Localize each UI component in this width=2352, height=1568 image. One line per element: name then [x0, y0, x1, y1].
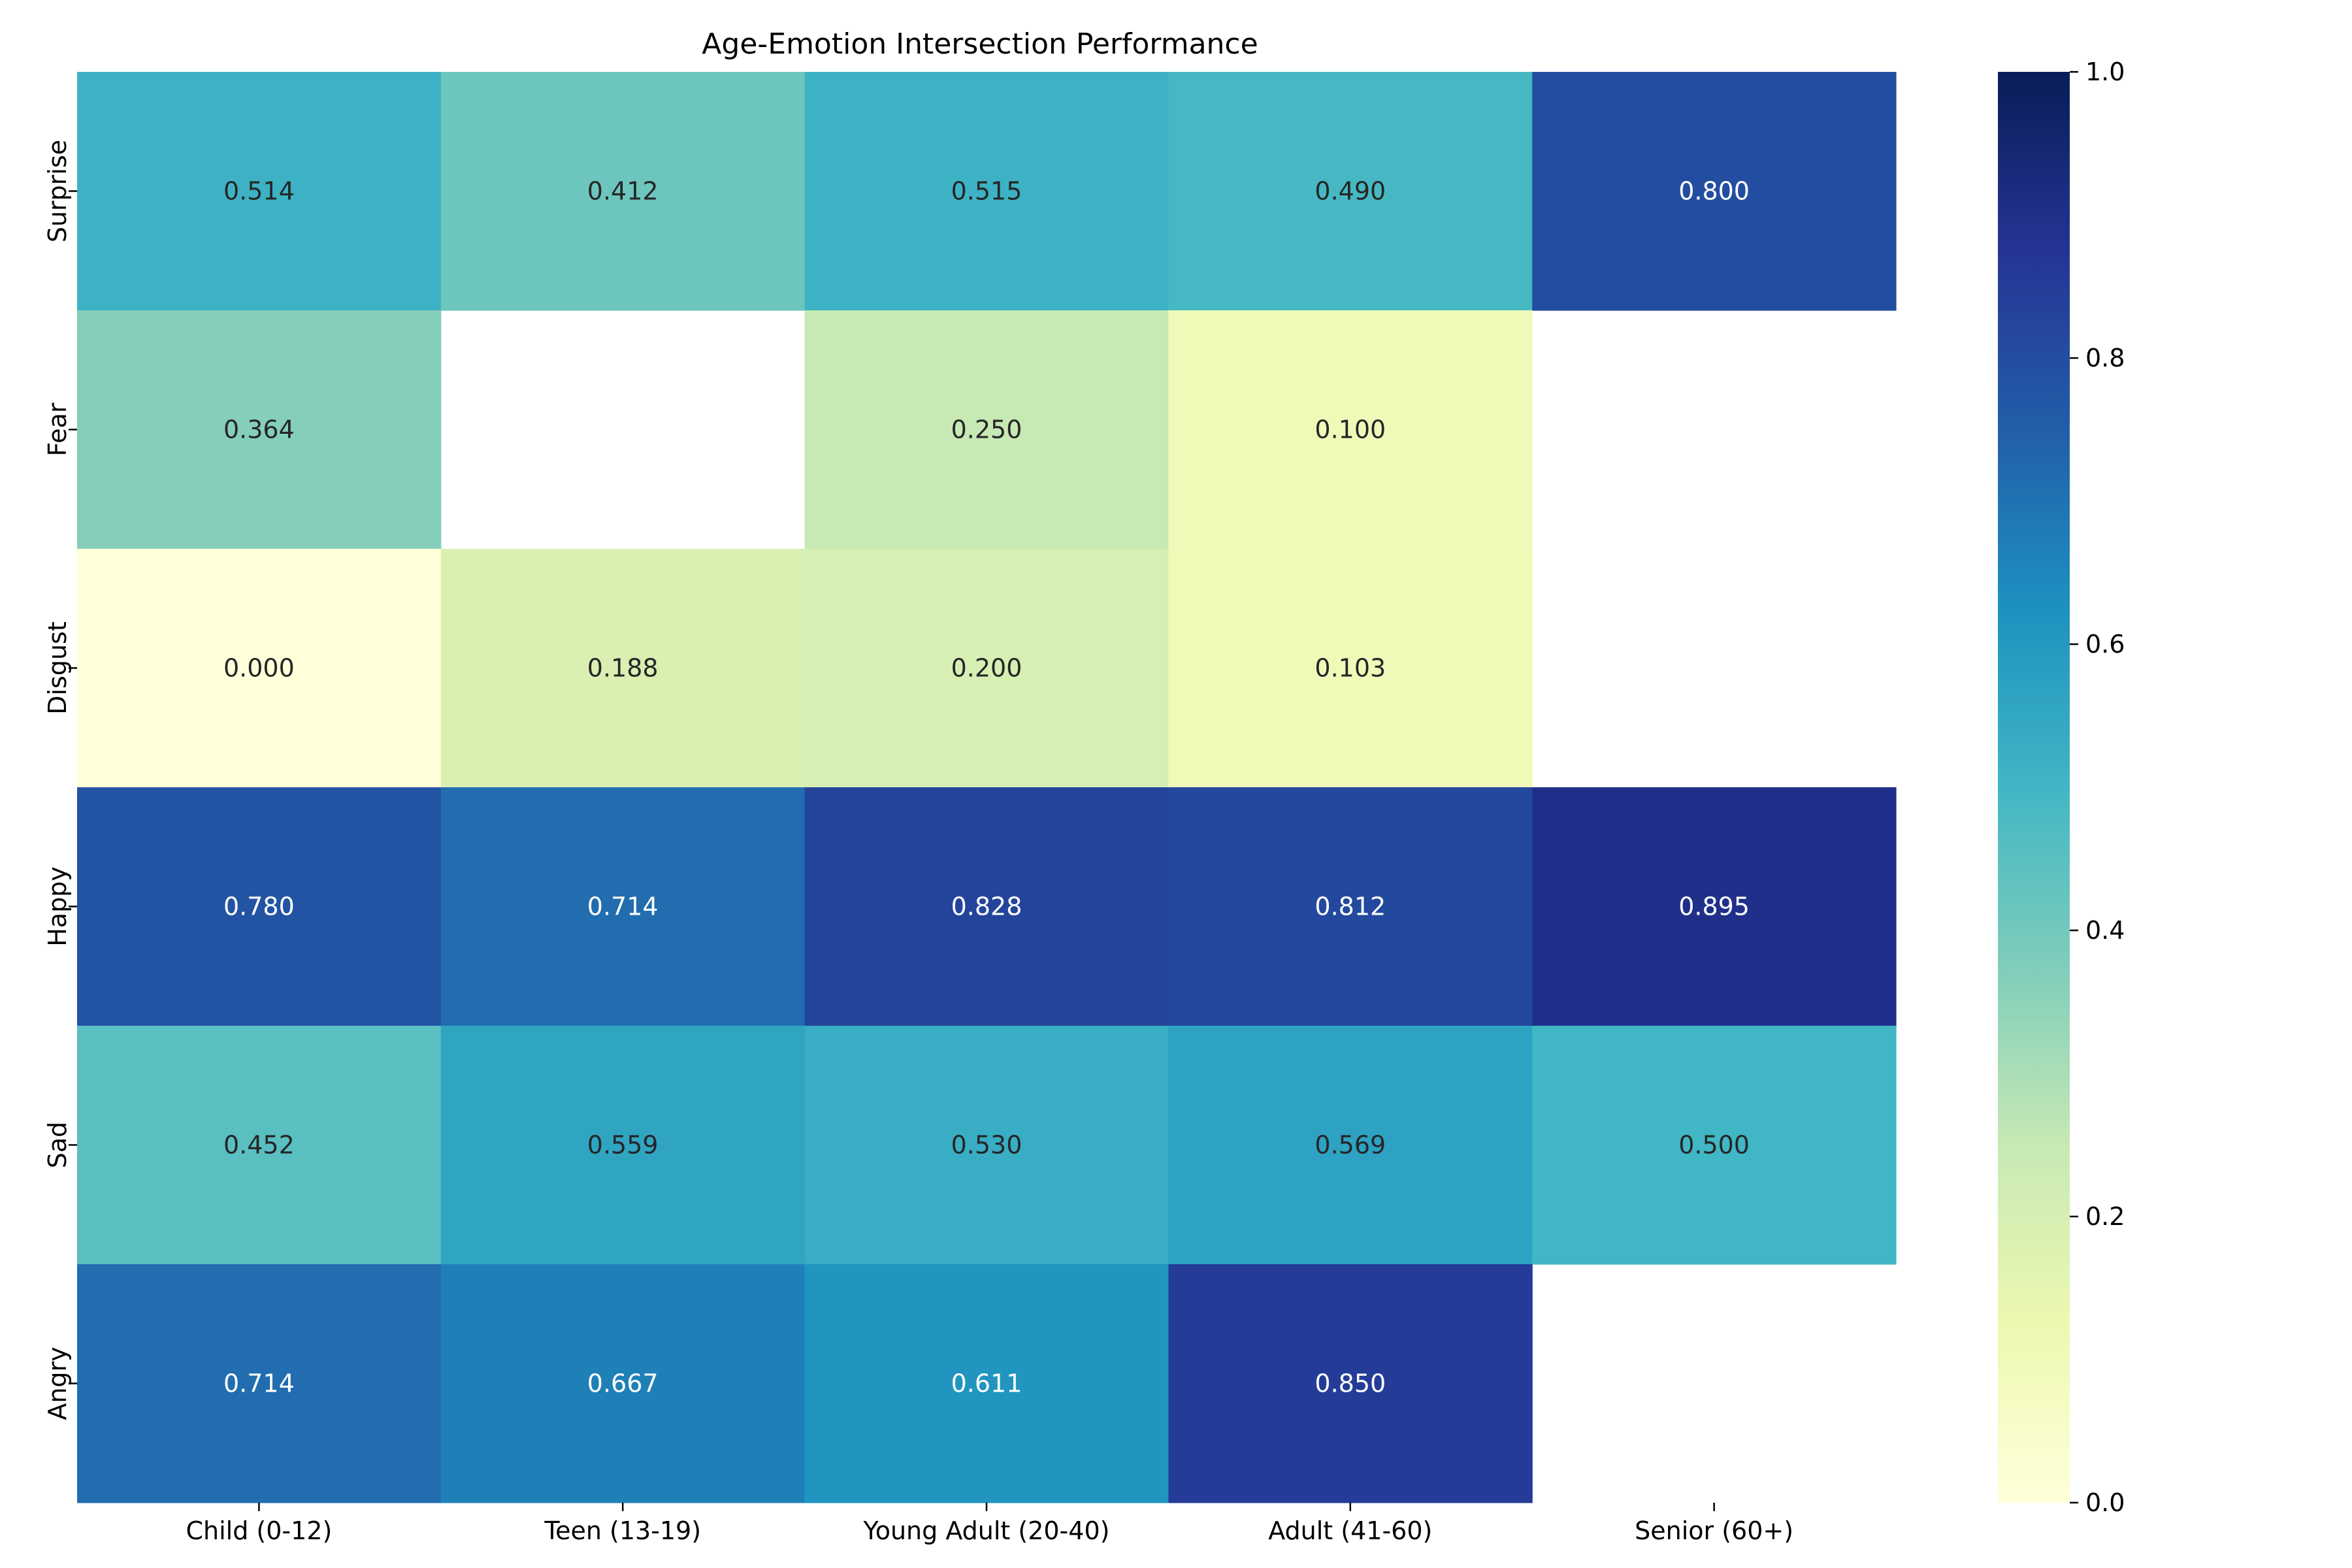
heatmap-cell-3-3	[1168, 787, 1533, 1026]
y-tick-label-2: Disgust	[43, 621, 72, 715]
heatmap-cell-3-1	[440, 787, 806, 1026]
heatmap-cell-2-2	[804, 549, 1169, 788]
colorbar-tick-label-4: 0.8	[2085, 344, 2125, 372]
cell-label-1-2: 0.250	[951, 416, 1022, 444]
x-tick-label-3: Adult (41-60)	[1268, 1516, 1432, 1545]
heatmap-cell-4-0	[77, 1026, 442, 1265]
x-tick-label-0: Child (0-12)	[186, 1516, 332, 1545]
x-tick-label-1: Teen (13-19)	[544, 1516, 701, 1545]
heatmap-cell-0-1	[440, 72, 806, 311]
x-tick-label-2: Young Adult (20-40)	[863, 1516, 1110, 1545]
cell-label-3-4: 0.895	[1678, 892, 1750, 921]
cell-label-3-1: 0.714	[587, 892, 659, 921]
cell-label-5-0: 0.714	[223, 1369, 295, 1398]
colorbar-tick-label-2: 0.4	[2085, 916, 2125, 945]
cell-label-4-0: 0.452	[223, 1131, 295, 1160]
heatmap-cell-3-4	[1532, 787, 1897, 1026]
cell-label-1-0: 0.364	[223, 416, 295, 444]
cell-label-5-3: 0.850	[1315, 1369, 1386, 1398]
colorbar: 0.0 0.2 0.4 0.6 0.8 1.0	[1998, 57, 2125, 1517]
cell-label-1-3: 0.100	[1315, 416, 1386, 444]
cell-label-0-3: 0.490	[1315, 177, 1386, 206]
cell-label-3-0: 0.780	[223, 892, 295, 921]
heatmap-cell-2-3	[1168, 549, 1533, 788]
x-tick-label-4: Senior (60+)	[1635, 1516, 1793, 1545]
cell-label-3-2: 0.828	[951, 892, 1022, 921]
cell-label-3-3: 0.812	[1315, 892, 1386, 921]
heatmap-cell-4-2	[804, 1026, 1169, 1265]
y-tick-label-3: Happy	[43, 866, 72, 947]
y-tick-label-4: Sad	[43, 1122, 72, 1169]
cell-label-4-2: 0.530	[951, 1131, 1022, 1160]
heatmap-cell-0-4	[1532, 72, 1897, 311]
heatmap-cells: 0.514 0.412 0.515 0.490 0.800 0.364 0.250 0.100…	[77, 72, 1897, 1503]
heatmap-cell-5-3	[1168, 1264, 1533, 1503]
cell-label-0-0: 0.514	[223, 177, 295, 206]
heatmap-cell-5-0	[77, 1264, 442, 1503]
heatmap-cell-1-3	[1168, 310, 1533, 549]
heatmap-cell-1-2	[804, 310, 1169, 549]
y-axis: Surprise Fear Disgust Happy Sad Angry	[43, 140, 77, 1420]
heatmap-cell-5-2	[804, 1264, 1169, 1503]
heatmap-cell-3-2	[804, 787, 1169, 1026]
cell-label-4-3: 0.569	[1315, 1131, 1386, 1160]
colorbar-tick-label-1: 0.2	[2085, 1202, 2125, 1231]
colorbar-tick-label-3: 0.6	[2085, 630, 2125, 659]
y-tick-label-0: Surprise	[43, 140, 72, 242]
cell-label-2-0: 0.000	[223, 654, 295, 683]
heatmap-cell-5-1	[440, 1264, 806, 1503]
cell-label-0-1: 0.412	[587, 177, 659, 206]
cell-label-2-1: 0.188	[587, 654, 659, 683]
cell-label-0-4: 0.800	[1678, 177, 1750, 206]
heatmap-cell-1-0	[77, 310, 442, 549]
colorbar-gradient	[1998, 72, 2070, 1503]
heatmap-cell-4-4	[1532, 1026, 1897, 1265]
heatmap-cell-4-3	[1168, 1026, 1533, 1265]
cell-label-4-1: 0.559	[587, 1131, 659, 1160]
cell-label-2-3: 0.103	[1315, 654, 1386, 683]
heatmap-cell-0-3	[1168, 72, 1533, 311]
x-axis: Child (0-12) Teen (13-19) Young Adult (20-…	[186, 1503, 1793, 1545]
colorbar-tick-label-0: 0.0	[2085, 1488, 2125, 1517]
cell-label-0-2: 0.515	[951, 177, 1022, 206]
heatmap-cell-0-2	[804, 72, 1169, 311]
colorbar-tick-label-5: 1.0	[2085, 57, 2125, 86]
heatmap-cell-0-0	[77, 72, 442, 311]
heatmap-cell-2-0	[77, 549, 442, 788]
heatmap-cell-3-0	[77, 787, 442, 1026]
heatmap-cell-2-1	[440, 549, 806, 788]
heatmap-cell-4-1	[440, 1026, 806, 1265]
cell-label-5-1: 0.667	[587, 1369, 659, 1398]
y-tick-label-1: Fear	[43, 402, 72, 456]
chart-title: Age-Emotion Intersection Performance	[702, 27, 1258, 61]
cell-label-4-4: 0.500	[1678, 1131, 1750, 1160]
y-tick-label-5: Angry	[43, 1347, 72, 1420]
cell-label-2-2: 0.200	[951, 654, 1022, 683]
cell-label-5-2: 0.611	[951, 1369, 1022, 1398]
